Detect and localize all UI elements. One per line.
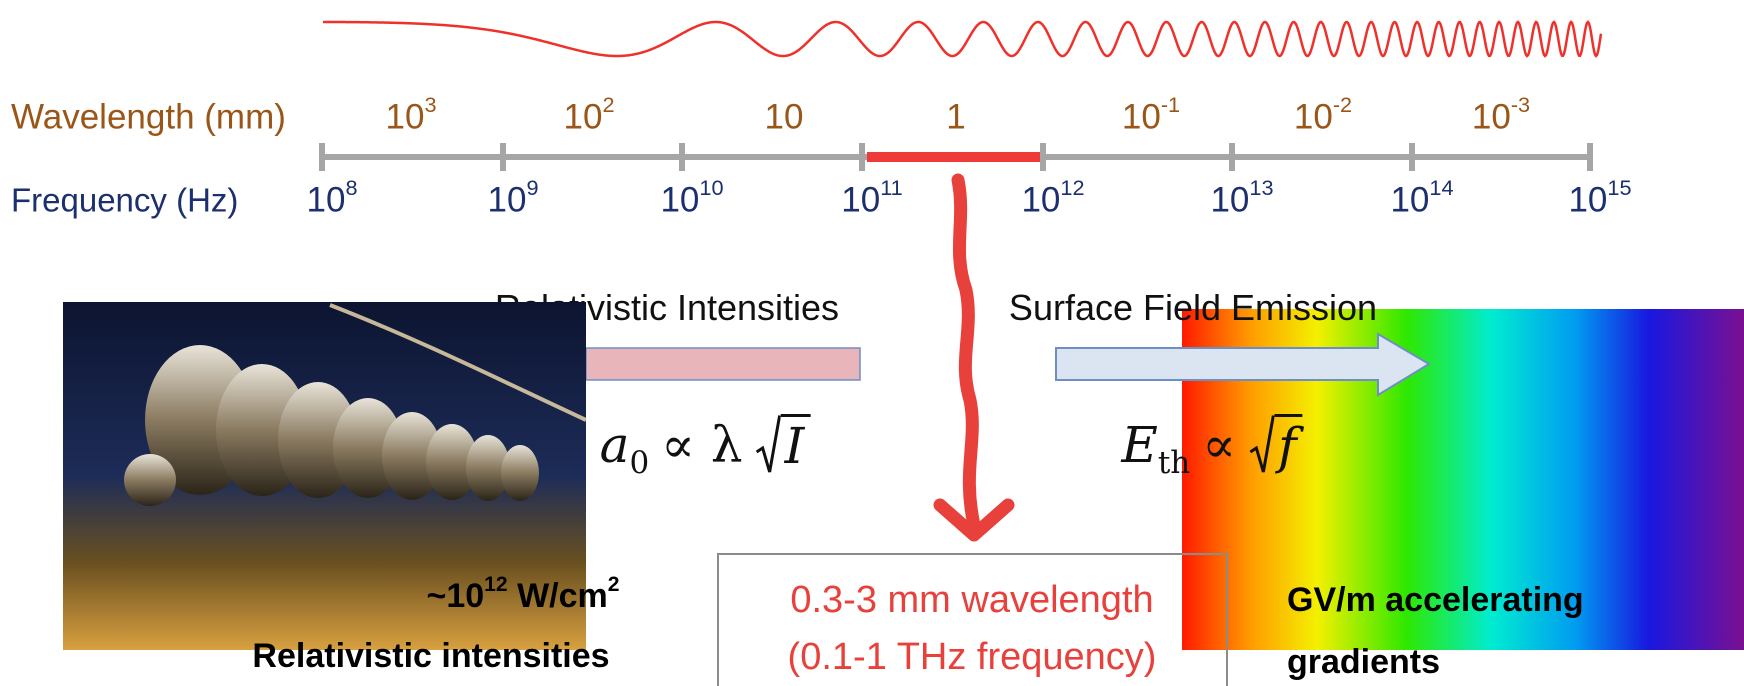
frequency-tick-label: 109 [487,177,539,220]
wavelength-tick-label: 102 [563,94,615,137]
frequency-tick-label-base: 10 [1568,180,1608,220]
wavelength-tick-label: 10-3 [1471,94,1530,137]
frequency-tick-label: 108 [306,177,358,220]
frequency-tick-label-base: 10 [841,180,881,220]
highlight-box [717,553,1228,686]
wavelength-tick-label-base: 1 [946,97,966,137]
squiggle-arrow-head [933,498,1015,542]
right-arrow [1055,332,1431,397]
radical-sign [1249,415,1275,473]
frequency-tick-label-base: 10 [660,180,700,220]
left-arrow [585,347,861,381]
light-trail [329,303,587,422]
frequency-tick-label: 1010 [660,177,723,220]
wavelength-tick-label: 10-2 [1293,94,1352,137]
intensity-unit: W/cm [517,577,608,615]
cavity [124,345,539,506]
axis-ticks [319,143,1593,171]
formula-symbol: Eth [1121,416,1191,481]
frequency-tick-label-base: 10 [487,180,527,220]
wavelength-tick-label-base: 10 [1471,97,1511,137]
formula-relation: ∝ λ [661,416,743,474]
wavelength-tick-label-base: 10 [385,97,425,137]
frequency-tick-label-exp: 14 [1429,175,1454,201]
frequency-tick-label: 1012 [1021,177,1084,220]
frequency-label: Frequency (Hz) [11,181,239,219]
frequency-tick-label-base: 10 [1390,180,1430,220]
wavelength-tick-label: 10-1 [1121,94,1180,137]
right-caption-line: GV/m accelerating [1287,581,1584,619]
wavelength-tick-label-exp: -3 [1510,92,1531,118]
frequency-tick-label-exp: 10 [699,175,724,201]
intensity-value: ~1012 W/cm2 [426,574,619,615]
formula-subscript: 0 [629,444,650,481]
wavelength-tick-label-base: 10 [1121,97,1161,137]
intensity-unit-exp: 2 [607,573,620,597]
squiggle-arrow [951,173,981,532]
frequency-tick-label-exp: 9 [526,175,539,201]
radical-stroke [1249,415,1275,473]
intensity-exp: 12 [484,573,508,597]
wavelength-tick-label-exp: -2 [1332,92,1353,118]
highlight-line: 0.3-3 mm wavelength [790,579,1154,621]
radical-sign [755,415,781,473]
left-caption: Relativistic intensities [252,637,610,675]
wavelength-tick-label-exp: -1 [1160,92,1181,118]
left-formula: a0 ∝ λ I [599,414,811,481]
frequency-tick-label-exp: 15 [1607,175,1632,201]
right-caption-line: gradients [1287,643,1441,681]
wavelength-tick-label: 10 [765,100,804,135]
wavelength-tick-label: 103 [385,94,437,137]
radical-stroke [755,415,781,473]
intensity-base: ~10 [426,577,485,615]
formula-subscript: th [1157,444,1191,481]
right-formula: Eth ∝ f [1121,414,1303,481]
wavelength-tick-label: 1 [946,100,965,135]
wavelength-tick-label-base: 10 [563,97,603,137]
highlight-line: (0.1-1 THz frequency) [787,636,1157,678]
frequency-tick-label-exp: 12 [1060,175,1085,201]
wavelength-tick-label-exp: 2 [602,92,615,118]
wavelength-label: Wavelength (mm) [11,97,286,137]
wavelength-tick-label-exp: 3 [424,92,437,118]
frequency-tick-label: 1014 [1390,177,1453,220]
frequency-tick-label-base: 10 [1210,180,1250,220]
frequency-tick-label: 1015 [1568,177,1631,220]
frequency-tick-label-exp: 11 [880,175,903,201]
frequency-tick-label: 1011 [841,177,902,220]
right-title: Surface Field Emission [1008,287,1378,328]
chirp-wave [323,20,1603,58]
frequency-tick-label-base: 10 [1021,180,1061,220]
frequency-tick-label: 1013 [1210,177,1273,220]
formula-relation: ∝ [1202,416,1237,474]
frequency-tick-label-exp: 8 [345,175,358,201]
formula-symbol: a0 [599,416,650,481]
radicand: I [780,414,811,476]
radicand: f [1274,414,1303,476]
wavelength-tick-label-base: 10 [764,97,804,137]
wavelength-tick-label-base: 10 [1293,97,1333,137]
radical: I [755,414,811,476]
frequency-tick-label-exp: 13 [1249,175,1274,201]
radical: f [1248,414,1303,476]
frequency-tick-label-base: 10 [306,180,346,220]
